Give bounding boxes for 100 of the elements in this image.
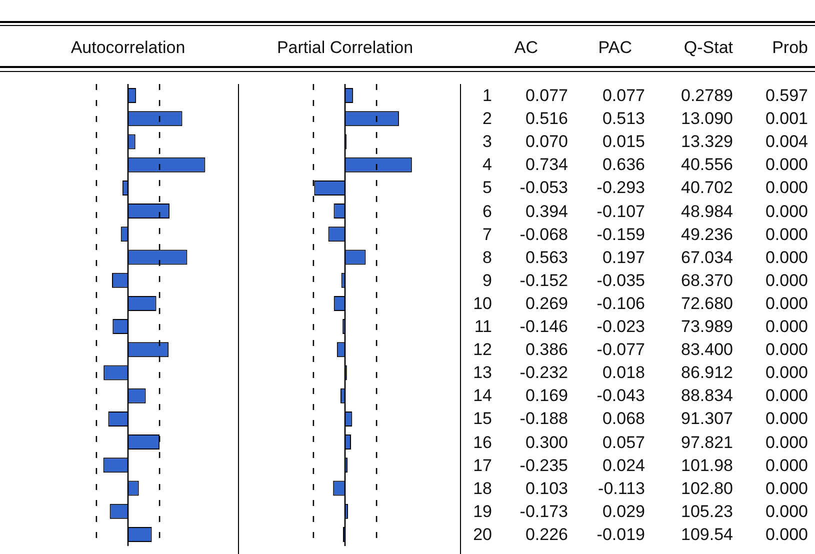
- data-label: -0.023: [596, 317, 645, 337]
- text: 0.000: [765, 478, 808, 499]
- text: 40.702: [681, 178, 733, 198]
- text: 109.54: [681, 524, 733, 545]
- data-label: -0.293: [596, 178, 645, 198]
- data-label: -0.159: [596, 224, 645, 245]
- data-label: -0.188: [520, 409, 568, 430]
- category-label: 8: [482, 248, 492, 267]
- data-label: -0.113: [598, 478, 645, 499]
- data-label: 0.513: [602, 109, 645, 130]
- text: 73.989: [681, 317, 733, 337]
- category-label: 5: [482, 178, 492, 198]
- data-label: -0.146: [520, 317, 568, 337]
- category-label: 15: [473, 409, 492, 428]
- text: 0.000: [765, 317, 808, 337]
- text: 0.000: [765, 178, 808, 198]
- text: 83.400: [681, 340, 733, 360]
- category-label: 11: [474, 317, 492, 336]
- data-label: -0.077: [596, 340, 645, 360]
- text: 0.597: [765, 86, 808, 106]
- category-label: 6: [482, 202, 492, 220]
- data-label: 0.018: [602, 363, 645, 384]
- data-label: -0.173: [520, 502, 568, 522]
- category-label: 16: [473, 432, 492, 452]
- data-label: -0.053: [520, 178, 568, 198]
- text: 0.000: [765, 202, 808, 222]
- data-label: 0.197: [602, 248, 645, 268]
- category-label: 20: [473, 524, 492, 544]
- text: 49.236: [681, 224, 733, 245]
- data-label: 0.077: [602, 86, 645, 106]
- data-label: 0.516: [525, 109, 568, 130]
- text: 0.000: [765, 155, 808, 176]
- text: 48.984: [681, 202, 733, 222]
- category-label: 7: [482, 224, 492, 244]
- text: 101.98: [681, 456, 733, 476]
- text: 68.370: [681, 270, 733, 291]
- data-label: 0.029: [602, 502, 645, 522]
- text: 88.834: [681, 386, 733, 406]
- text: Q-Stat: [684, 38, 733, 58]
- text: 40.556: [681, 155, 733, 176]
- category-label: 12: [482, 86, 492, 128]
- text: 86.912: [681, 363, 733, 384]
- category-label: 4: [482, 155, 492, 174]
- text: 72.680: [681, 294, 733, 314]
- data-label: 0.386: [525, 340, 568, 360]
- data-label: -0.232: [520, 363, 568, 384]
- category-label: 18: [473, 478, 492, 498]
- text: 97.821: [681, 432, 733, 452]
- text: 91.307: [681, 409, 733, 430]
- category-label: 14: [473, 386, 492, 406]
- data-label: 0.015: [602, 132, 645, 152]
- text: 0.000: [765, 248, 808, 268]
- data-label: 0.068: [602, 409, 645, 430]
- data-label: 0.563: [525, 248, 568, 268]
- chart-title: Autocorrelation: [70, 38, 186, 58]
- text: Prob: [772, 38, 808, 58]
- text: 0.004: [765, 132, 808, 152]
- text: 102.80: [681, 478, 733, 499]
- text: 0.000: [765, 224, 808, 245]
- text: 0.2789: [681, 86, 733, 106]
- text: AC: [514, 38, 538, 58]
- data-label: -0.235: [520, 456, 568, 476]
- data-label: -0.035: [596, 270, 645, 291]
- text: 0.000: [765, 386, 808, 406]
- data-label: 0.169: [525, 386, 568, 406]
- text: 0.000: [765, 524, 808, 545]
- data-label: 0.226: [525, 524, 568, 545]
- text: 0.000: [765, 502, 808, 522]
- data-label: 0.070: [525, 132, 568, 152]
- data-label: 0.024: [602, 456, 645, 476]
- text: 0.000: [765, 270, 808, 291]
- data-label: 0.300: [525, 432, 568, 452]
- text: 67.034: [681, 248, 733, 268]
- text: PAC: [598, 38, 632, 58]
- data-label: 0.636: [602, 155, 645, 176]
- text: 0.000: [765, 432, 808, 452]
- data-label: -0.107: [596, 202, 645, 222]
- text: 13.329: [681, 132, 733, 152]
- category-label: 13: [473, 363, 492, 382]
- category-label: 19: [473, 502, 492, 521]
- category-label: 3: [482, 132, 492, 152]
- data-label: -0.043: [596, 386, 645, 406]
- data-label: 0.269: [525, 294, 568, 314]
- data-label: -0.019: [596, 524, 645, 545]
- category-label: 12: [473, 340, 492, 360]
- text: 0.000: [765, 456, 808, 476]
- data-label: 0.734: [525, 155, 568, 176]
- category-label: 17: [473, 456, 492, 475]
- data-label: -0.152: [520, 270, 568, 291]
- data-label: 0.077: [525, 86, 568, 106]
- data-label: -0.106: [596, 294, 645, 314]
- text: 0.000: [765, 363, 808, 384]
- category-label: 9: [482, 270, 492, 290]
- chart-title: Partial Correlation: [276, 38, 414, 58]
- text: 0.000: [765, 409, 808, 430]
- data-label: 0.103: [525, 478, 568, 499]
- category-label: 10: [473, 294, 492, 313]
- text: 13.090: [681, 109, 733, 130]
- data-label: 0.057: [602, 432, 645, 452]
- text: 105.23: [681, 502, 733, 522]
